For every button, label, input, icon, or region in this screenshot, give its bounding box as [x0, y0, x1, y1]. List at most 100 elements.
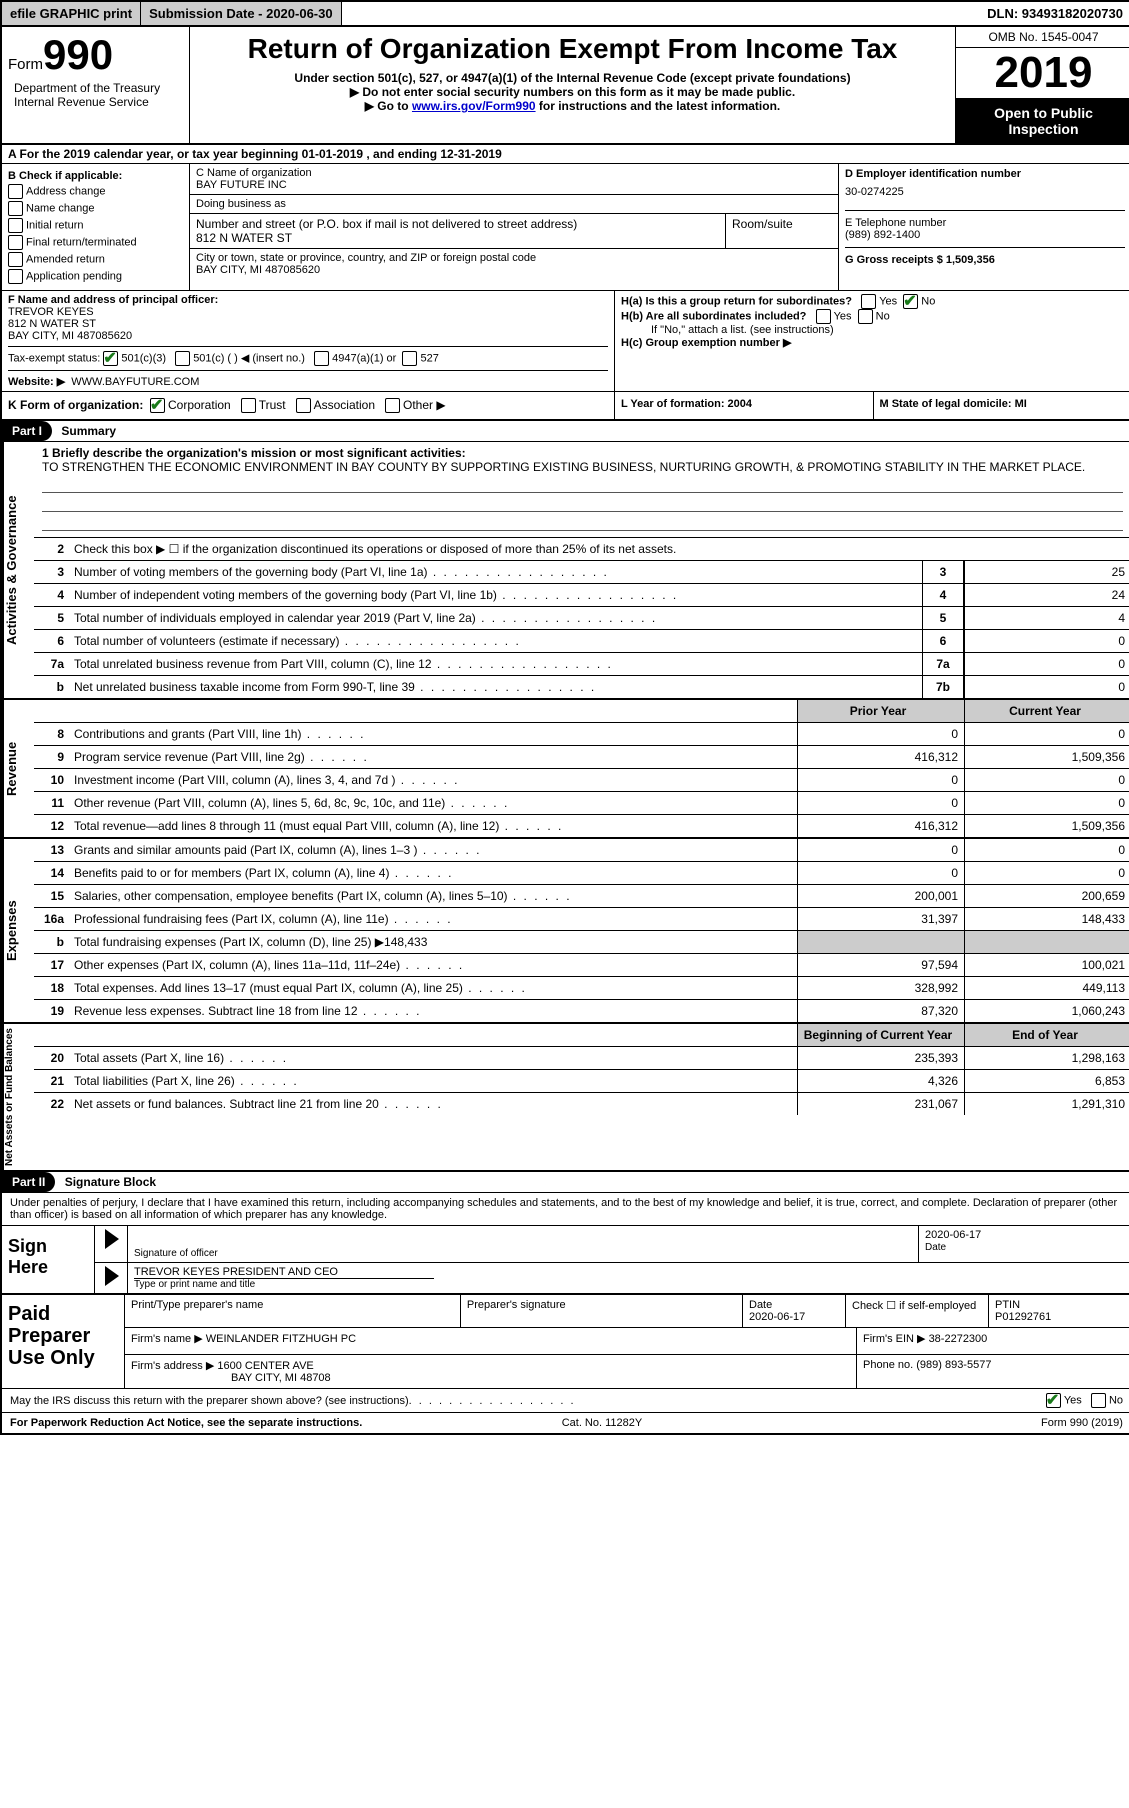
h-a-row: H(a) Is this a group return for subordin…	[621, 294, 1125, 309]
firm-phone: (989) 893-5577	[916, 1359, 991, 1371]
irs-link[interactable]: www.irs.gov/Form990	[412, 99, 536, 113]
h-a-no[interactable]	[903, 294, 918, 309]
prep-date: 2020-06-17	[749, 1311, 805, 1323]
form-990-footer: Form 990 (2019)	[1041, 1417, 1123, 1429]
dept-line1: Department of the Treasury	[14, 81, 160, 95]
room-cell: Room/suite	[726, 214, 838, 248]
h-b-yes[interactable]	[816, 309, 831, 324]
sign-here-block: Sign Here Signature of officer 2020-06-1…	[2, 1226, 1129, 1295]
lbl-501c3: 501(c)(3)	[121, 352, 166, 364]
end-year-header: End of Year	[964, 1024, 1129, 1046]
firm-addr2: BAY CITY, MI 48708	[131, 1372, 331, 1384]
instr-ssn: ▶ Do not enter social security numbers o…	[196, 85, 949, 99]
opt-amended-return[interactable]: Amended return	[8, 252, 183, 267]
chk-501c[interactable]	[175, 351, 190, 366]
side-label-governance: Activities & Governance	[2, 442, 34, 698]
discuss-no[interactable]	[1091, 1393, 1106, 1408]
footer-row: For Paperwork Reduction Act Notice, see …	[2, 1413, 1129, 1433]
mission-label: 1 Briefly describe the organization's mi…	[42, 446, 466, 460]
officer-addr1: 812 N WATER ST	[8, 318, 608, 330]
col-c-org-info: C Name of organization BAY FUTURE INC Do…	[190, 164, 839, 290]
begin-year-header: Beginning of Current Year	[797, 1024, 964, 1046]
firm-ein: 38-2272300	[929, 1333, 988, 1345]
discuss-yes[interactable]	[1046, 1393, 1061, 1408]
city-label: City or town, state or province, country…	[196, 252, 536, 264]
addr-value: 812 N WATER ST	[196, 231, 292, 245]
form-number-block: Form990 Department of the Treasury Inter…	[2, 27, 190, 143]
paperwork-notice: For Paperwork Reduction Act Notice, see …	[10, 1417, 362, 1429]
addr-cell: Number and street (or P.O. box if mail i…	[190, 214, 726, 248]
h-b-no[interactable]	[858, 309, 873, 324]
line-10: 10Investment income (Part VIII, column (…	[34, 769, 1129, 792]
tax-year: 2019	[956, 48, 1129, 99]
lbl-501c: 501(c) ( ) ◀ (insert no.)	[193, 352, 305, 364]
block-bcd: B Check if applicable: Address change Na…	[2, 164, 1129, 291]
firm-name: WEINLANDER FITZHUGH PC	[206, 1333, 356, 1345]
dept-treasury: Department of the Treasury Internal Reve…	[8, 79, 183, 113]
line-15: 15Salaries, other compensation, employee…	[34, 885, 1129, 908]
block-fh: F Name and address of principal officer:…	[2, 291, 1129, 392]
line-18: 18Total expenses. Add lines 13–17 (must …	[34, 977, 1129, 1000]
dba-label: Doing business as	[196, 198, 286, 210]
instr-post: for instructions and the latest informat…	[536, 99, 781, 113]
website-row: Website: ▶ WWW.BAYFUTURE.COM	[8, 370, 608, 388]
l-year-formation: L Year of formation: 2004	[621, 398, 752, 410]
chk-trust[interactable]	[241, 398, 256, 413]
opt-application-pending[interactable]: Application pending	[8, 269, 183, 284]
gov-line-2: 2Check this box ▶ ☐ if the organization …	[34, 538, 1129, 561]
h-a-yes[interactable]	[861, 294, 876, 309]
chk-501c3[interactable]	[103, 351, 118, 366]
h-c-label: H(c) Group exemption number ▶	[621, 337, 791, 349]
col-h-group: H(a) Is this a group return for subordin…	[615, 291, 1129, 391]
tel-value: (989) 892-1400	[845, 229, 920, 241]
instr-link-line: ▶ Go to www.irs.gov/Form990 for instruct…	[196, 99, 949, 113]
chk-527[interactable]	[402, 351, 417, 366]
form-year-block: OMB No. 1545-0047 2019 Open to Public In…	[956, 27, 1129, 143]
side-label-net: Net Assets or Fund Balances	[2, 1024, 34, 1170]
part-ii-title: Signature Block	[59, 1172, 162, 1192]
form-title-block: Return of Organization Exempt From Incom…	[190, 27, 956, 143]
opt-name-change[interactable]: Name change	[8, 201, 183, 216]
gov-line-3: 3Number of voting members of the governi…	[34, 561, 1129, 584]
gov-line-b: bNet unrelated business taxable income f…	[34, 676, 1129, 698]
h-b-note: If "No," attach a list. (see instruction…	[621, 324, 1125, 336]
col-b-check-applicable: B Check if applicable: Address change Na…	[2, 164, 190, 290]
line-19: 19Revenue less expenses. Subtract line 1…	[34, 1000, 1129, 1022]
opt-initial-return[interactable]: Initial return	[8, 218, 183, 233]
officer-addr2: BAY CITY, MI 487085620	[8, 330, 608, 342]
dept-line2: Internal Revenue Service	[14, 95, 149, 109]
chk-corporation[interactable]	[150, 398, 165, 413]
line-22: 22Net assets or fund balances. Subtract …	[34, 1093, 1129, 1115]
part-ii-header-row: Part II Signature Block	[2, 1172, 1129, 1193]
current-year-header: Current Year	[964, 700, 1129, 722]
sig-date-label: Date	[925, 1242, 946, 1253]
sig-date: 2020-06-17	[925, 1229, 981, 1241]
prep-sig-label: Preparer's signature	[467, 1299, 566, 1311]
prep-name-label: Print/Type preparer's name	[131, 1299, 263, 1311]
gov-line-4: 4Number of independent voting members of…	[34, 584, 1129, 607]
part-i-title: Summary	[55, 421, 122, 441]
col-f-officer-tax: F Name and address of principal officer:…	[2, 291, 615, 391]
tax-status-row: Tax-exempt status: 501(c)(3) 501(c) ( ) …	[8, 346, 608, 366]
firm-addr-label: Firm's address ▶	[131, 1360, 214, 1372]
m-state-domicile: M State of legal domicile: MI	[880, 398, 1027, 410]
gov-line-5: 5Total number of individuals employed in…	[34, 607, 1129, 630]
ptin-label: PTIN	[995, 1299, 1020, 1311]
chk-4947[interactable]	[314, 351, 329, 366]
section-expenses: Expenses 13Grants and similar amounts pa…	[2, 839, 1129, 1024]
chk-association[interactable]	[296, 398, 311, 413]
chk-other[interactable]	[385, 398, 400, 413]
addr-label: Number and street (or P.O. box if mail i…	[196, 217, 577, 231]
opt-final-return[interactable]: Final return/terminated	[8, 235, 183, 250]
firm-ein-label: Firm's EIN ▶	[863, 1333, 926, 1345]
gov-line-6: 6Total number of volunteers (estimate if…	[34, 630, 1129, 653]
row-a-tax-year: A For the 2019 calendar year, or tax yea…	[2, 145, 1129, 164]
sig-name-title-label: Type or print name and title	[134, 1278, 434, 1290]
omb-number: OMB No. 1545-0047	[956, 27, 1129, 48]
efile-graphic-print[interactable]: efile GRAPHIC print	[2, 2, 141, 25]
opt-address-change[interactable]: Address change	[8, 184, 183, 199]
website-label: Website: ▶	[8, 376, 65, 388]
section-governance: Activities & Governance 1 Briefly descri…	[2, 442, 1129, 700]
prep-self-employed[interactable]: Check ☐ if self-employed	[852, 1300, 976, 1312]
h-a-label: H(a) Is this a group return for subordin…	[621, 295, 852, 307]
